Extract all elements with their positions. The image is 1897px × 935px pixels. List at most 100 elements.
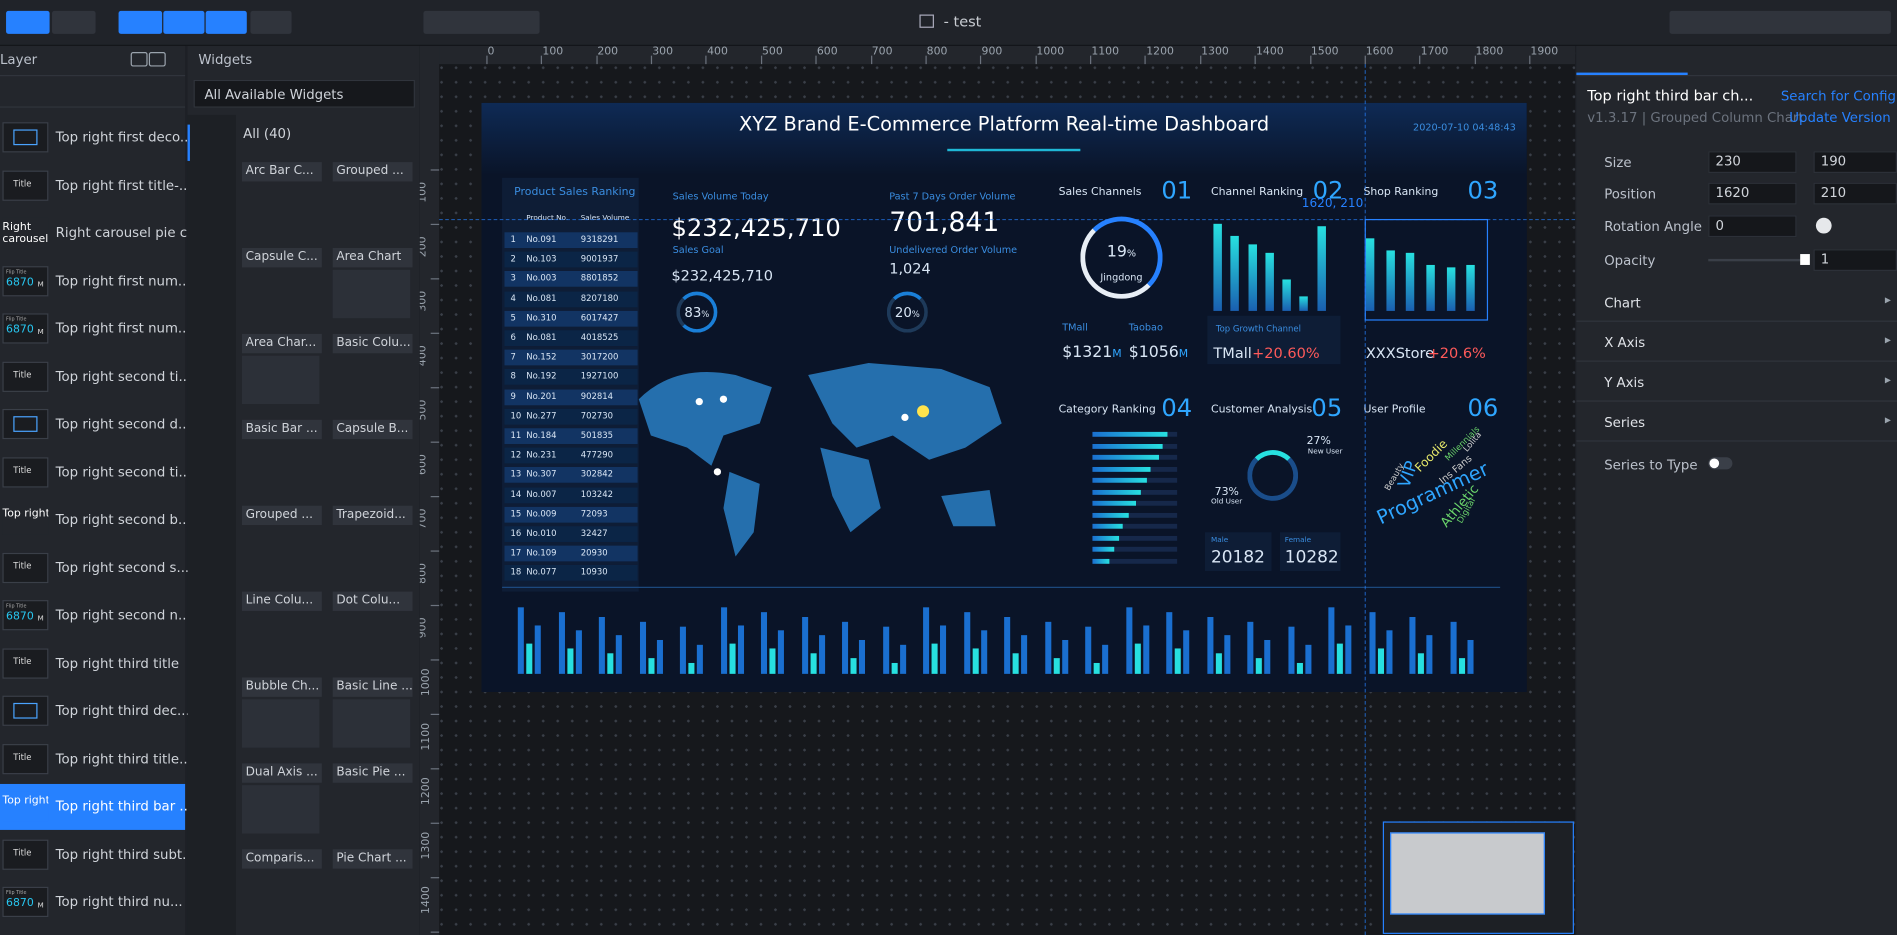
widget-card[interactable]: Dual Axis ... bbox=[241, 763, 322, 783]
product-no: No.010 bbox=[526, 528, 557, 539]
layer-item[interactable]: Top right first deco... bbox=[0, 115, 193, 161]
layer-item[interactable]: Title Top right second ti... bbox=[0, 449, 191, 495]
layer-item[interactable]: Flip Title 6870 M Top right first num... bbox=[0, 306, 191, 352]
widget-card[interactable]: Area Char... bbox=[241, 333, 322, 354]
bar-shape bbox=[1092, 489, 1141, 495]
widget-card[interactable]: Line Colu... bbox=[241, 591, 322, 611]
layer-item[interactable]: Flip Title 6870 M Top right second n... bbox=[0, 593, 191, 639]
field-label: Series to Type bbox=[1604, 457, 1698, 474]
widget-card[interactable]: Basic Bar ... bbox=[241, 419, 322, 440]
tool-button[interactable] bbox=[205, 10, 247, 34]
layer-item[interactable]: Top right third dec... bbox=[0, 688, 190, 734]
input[interactable]: 210 bbox=[1813, 182, 1897, 205]
thumb-text: Title bbox=[13, 751, 32, 762]
widget-card[interactable]: Grouped ... bbox=[332, 162, 413, 182]
bar-shape bbox=[1092, 535, 1120, 541]
selection-box[interactable] bbox=[1364, 218, 1489, 321]
widget-card[interactable]: Pie Chart ... bbox=[332, 849, 413, 869]
update-version[interactable]: Update Version bbox=[1789, 110, 1891, 126]
ring-label: Jingdong bbox=[1100, 272, 1143, 284]
input[interactable]: 0 bbox=[1708, 215, 1797, 238]
layer-item[interactable]: Flip Title 6870 M Top right first num... bbox=[0, 258, 191, 304]
bar-track bbox=[1092, 535, 1178, 541]
component-title: Top right third bar ch... bbox=[1587, 87, 1754, 105]
widget-card[interactable]: Bubble Ch... bbox=[241, 677, 322, 697]
bar-shape bbox=[760, 612, 768, 674]
tool-button[interactable] bbox=[6, 10, 50, 34]
input[interactable]: 190 bbox=[1813, 151, 1897, 174]
config-section[interactable]: X Axis ▸ bbox=[1576, 322, 1897, 362]
tool-group[interactable] bbox=[1669, 10, 1891, 34]
tool-button[interactable] bbox=[163, 10, 205, 34]
layer-item[interactable]: Flip Title 6870 M Top right third nu... bbox=[0, 880, 185, 926]
tool-button[interactable] bbox=[52, 10, 96, 34]
sales-volume: 702730 bbox=[580, 411, 614, 421]
table-row bbox=[504, 408, 638, 425]
widget-card[interactable]: Basic Pie ... bbox=[332, 763, 413, 783]
widget-filter[interactable]: All Available Widgets bbox=[193, 79, 415, 108]
config-section[interactable]: Y Axis ▸ bbox=[1576, 362, 1897, 402]
slider[interactable] bbox=[1708, 258, 1806, 262]
widget-card[interactable]: Basic Line ... bbox=[332, 677, 413, 697]
widget-card[interactable]: Area Chart bbox=[332, 248, 413, 268]
thumb-text: Title bbox=[13, 178, 32, 189]
ring-value: 20 bbox=[894, 304, 912, 321]
growth-value: +20.60% bbox=[1252, 344, 1320, 362]
layer-item[interactable]: Top right second d... bbox=[0, 402, 191, 448]
ruler-tick bbox=[1035, 55, 1037, 65]
widget-card[interactable]: Dot Colu... bbox=[332, 591, 413, 611]
layer-item[interactable]: Title Top right second s... bbox=[0, 545, 189, 591]
layer-item[interactable]: Title Top right third title bbox=[0, 641, 185, 687]
ruler-tick bbox=[430, 822, 440, 824]
ruler-label: 1400 bbox=[420, 886, 433, 914]
canvas[interactable]: 0 100 200 300 400 500 600 700 800 900 1000 1100 1200… bbox=[419, 45, 1576, 935]
layer-item[interactable]: Top right Top right second b... bbox=[0, 497, 191, 543]
layer-item[interactable]: Title Top right first title-... bbox=[0, 163, 192, 209]
input[interactable]: 1 bbox=[1813, 249, 1897, 271]
table-row bbox=[504, 565, 638, 582]
selection-coords: 1620, 210 bbox=[1301, 197, 1364, 211]
search-config[interactable]: Search for Configura... bbox=[1780, 88, 1897, 105]
bar-shape bbox=[598, 616, 605, 674]
bar-shape bbox=[1044, 621, 1051, 674]
input[interactable]: 1620 bbox=[1708, 182, 1797, 205]
widget-card[interactable]: Capsule C... bbox=[241, 248, 322, 268]
layer-thumb: Title bbox=[2, 361, 49, 392]
bar-shape bbox=[1328, 607, 1335, 674]
widget-card[interactable]: Basic Colu... bbox=[332, 333, 413, 354]
layer-item[interactable]: Right carousel Right carousel pie c... bbox=[0, 211, 200, 257]
group-title[interactable]: All (40) bbox=[243, 125, 292, 142]
widget-card[interactable]: Trapezoid... bbox=[332, 505, 413, 526]
section-title: Channel Ranking bbox=[1211, 186, 1304, 199]
config-section[interactable]: Series ▸ bbox=[1576, 402, 1897, 442]
toggle[interactable] bbox=[1708, 457, 1733, 470]
widget-card[interactable]: Grouped ... bbox=[241, 505, 322, 526]
input[interactable]: 230 bbox=[1708, 151, 1797, 174]
bar-shape bbox=[517, 607, 524, 674]
tool-button[interactable] bbox=[250, 10, 292, 34]
widget-card[interactable]: Arc Bar C... bbox=[241, 162, 322, 182]
bar-shape bbox=[842, 621, 849, 674]
ruler-label: 800 bbox=[926, 45, 948, 59]
bar-shape bbox=[1183, 630, 1190, 674]
sales-volume: 20930 bbox=[580, 548, 608, 558]
config-section[interactable]: Chart ▸ bbox=[1576, 282, 1897, 322]
tab[interactable] bbox=[1576, 46, 1688, 76]
field-label: Rotation Angle bbox=[1604, 218, 1702, 235]
bar-shape bbox=[1174, 648, 1181, 674]
view-icon[interactable] bbox=[148, 52, 166, 67]
section-title: User Profile bbox=[1363, 404, 1426, 417]
ruler-label: 800 bbox=[419, 563, 429, 584]
tool-group[interactable] bbox=[423, 10, 540, 34]
tool-button[interactable] bbox=[118, 10, 163, 34]
view-icon[interactable] bbox=[130, 52, 148, 67]
minimap[interactable] bbox=[1382, 821, 1574, 934]
layer-item[interactable]: Title Top right third subt... bbox=[0, 832, 195, 878]
layer-item[interactable]: Title Top right second ti... bbox=[0, 354, 191, 400]
layer-label: Top right second d... bbox=[55, 416, 191, 432]
widget-card[interactable]: Capsule B... bbox=[332, 419, 413, 440]
widget-card[interactable]: Comparis... bbox=[241, 849, 322, 869]
product-no: No.310 bbox=[526, 313, 557, 323]
layer-item[interactable]: Title Top right third title... bbox=[0, 736, 192, 782]
layer-item[interactable]: Top right Top right third bar ... bbox=[0, 783, 192, 830]
